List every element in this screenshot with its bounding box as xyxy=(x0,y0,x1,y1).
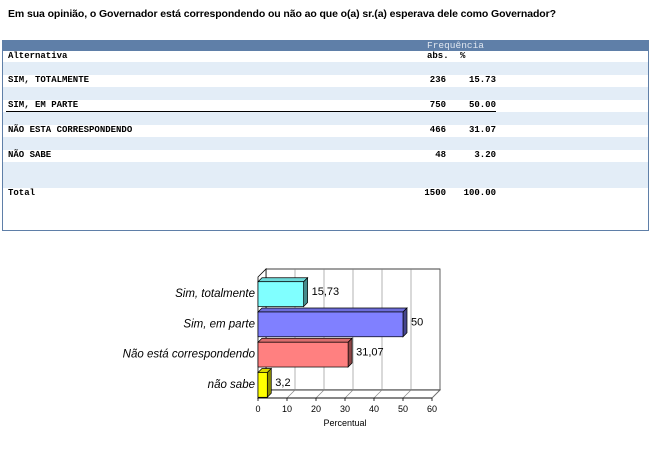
bar-top xyxy=(258,338,352,342)
bar xyxy=(258,342,348,367)
bar-top xyxy=(258,278,308,282)
category-label: Não está correspondendo xyxy=(123,349,256,361)
x-tick-label: 0 xyxy=(255,404,260,414)
bar xyxy=(258,372,267,397)
category-label: Sim, em parte xyxy=(183,318,255,330)
bar-value-label: 3,2 xyxy=(275,377,290,389)
bar-value-label: 31,07 xyxy=(356,347,384,359)
category-label: não sabe xyxy=(208,379,255,391)
x-axis-label: Percentual xyxy=(323,418,366,428)
bar-value-label: 50 xyxy=(411,316,423,328)
x-tick-label: 10 xyxy=(282,404,292,414)
category-label: Sim, totalmente xyxy=(175,288,255,300)
bar-top xyxy=(258,308,407,312)
x-tick-label: 50 xyxy=(398,404,408,414)
bar-end xyxy=(267,368,271,397)
x-tick-label: 20 xyxy=(311,404,321,414)
bar-end xyxy=(348,338,352,367)
bar-end xyxy=(304,278,308,307)
x-tick-label: 40 xyxy=(369,404,379,414)
bar-value-label: 15,73 xyxy=(312,286,340,298)
bar xyxy=(258,282,304,307)
x-tick-label: 60 xyxy=(427,404,437,414)
x-tick-label: 30 xyxy=(340,404,350,414)
bar xyxy=(258,312,403,337)
bar-end xyxy=(403,308,407,337)
